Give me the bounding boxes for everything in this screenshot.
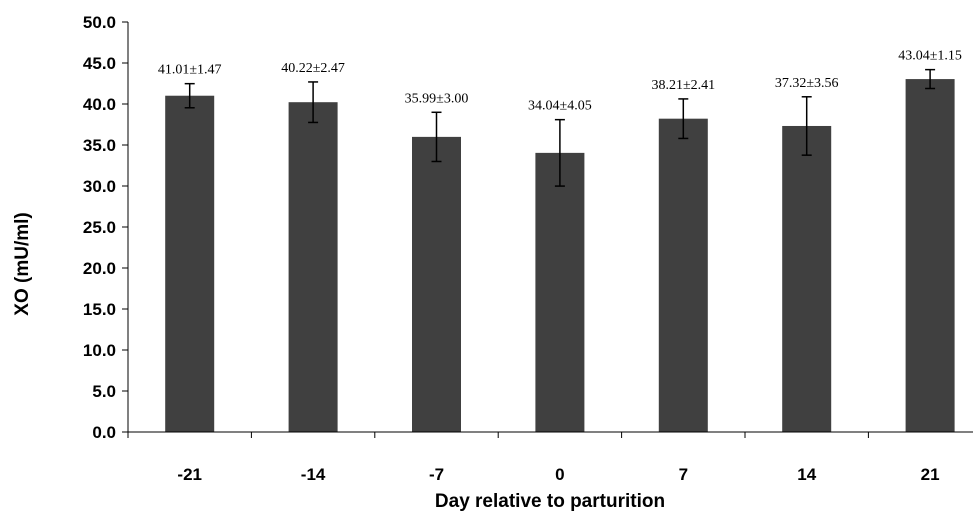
y-tick-label: 0.0 xyxy=(92,423,116,442)
bar xyxy=(412,136,461,432)
bars-group xyxy=(165,79,955,433)
y-tick-label: 35.0 xyxy=(83,136,116,155)
bar xyxy=(288,102,338,433)
data-label: 35.99±3.00 xyxy=(405,91,469,106)
x-tick-label: -14 xyxy=(301,465,326,484)
y-tick-label: 45.0 xyxy=(83,54,116,73)
y-tick-label: 25.0 xyxy=(83,218,116,237)
x-tick-label: -21 xyxy=(177,465,202,484)
y-tick-label: 30.0 xyxy=(83,177,116,196)
data-label: 41.01±1.47 xyxy=(158,63,222,78)
x-tick-label: 14 xyxy=(797,465,816,484)
bar xyxy=(535,152,585,432)
x-tick-label: 0 xyxy=(555,465,564,484)
y-tick-label: 20.0 xyxy=(83,259,116,278)
x-axis: -21 -14 -7 0 7 14 21 xyxy=(127,431,973,484)
error-bars-group xyxy=(184,68,936,187)
data-label: 43.04±1.15 xyxy=(898,49,962,64)
data-label: 38.21±2.41 xyxy=(651,78,715,93)
y-tick-label: 50.0 xyxy=(83,13,116,32)
data-label: 34.04±4.05 xyxy=(528,99,592,114)
y-tick-label: 5.0 xyxy=(92,382,116,401)
y-tick-label: 15.0 xyxy=(83,300,116,319)
x-tick-label: -7 xyxy=(429,465,444,484)
bar xyxy=(782,125,832,432)
data-label: 40.22±2.47 xyxy=(281,61,345,76)
y-tick-label: 10.0 xyxy=(83,341,116,360)
y-axis-title: XO (mU/ml) xyxy=(12,212,33,315)
x-tick-label: 7 xyxy=(679,465,688,484)
data-label: 37.32±3.56 xyxy=(775,76,839,91)
x-tick-label: 21 xyxy=(921,465,940,484)
x-axis-title: Day relative to parturition xyxy=(435,491,665,512)
bar xyxy=(658,118,708,432)
y-tick-label: 40.0 xyxy=(83,95,116,114)
y-axis: 0.0 5.0 10.0 15.0 20.0 25.0 30.0 35.0 40.0 45.0 50… xyxy=(83,13,129,442)
bar xyxy=(905,79,955,433)
data-labels-group: 41.01±1.47 40.22±2.47 35.99±3.00 34.04±4.05… xyxy=(158,49,962,114)
bar xyxy=(165,95,215,432)
